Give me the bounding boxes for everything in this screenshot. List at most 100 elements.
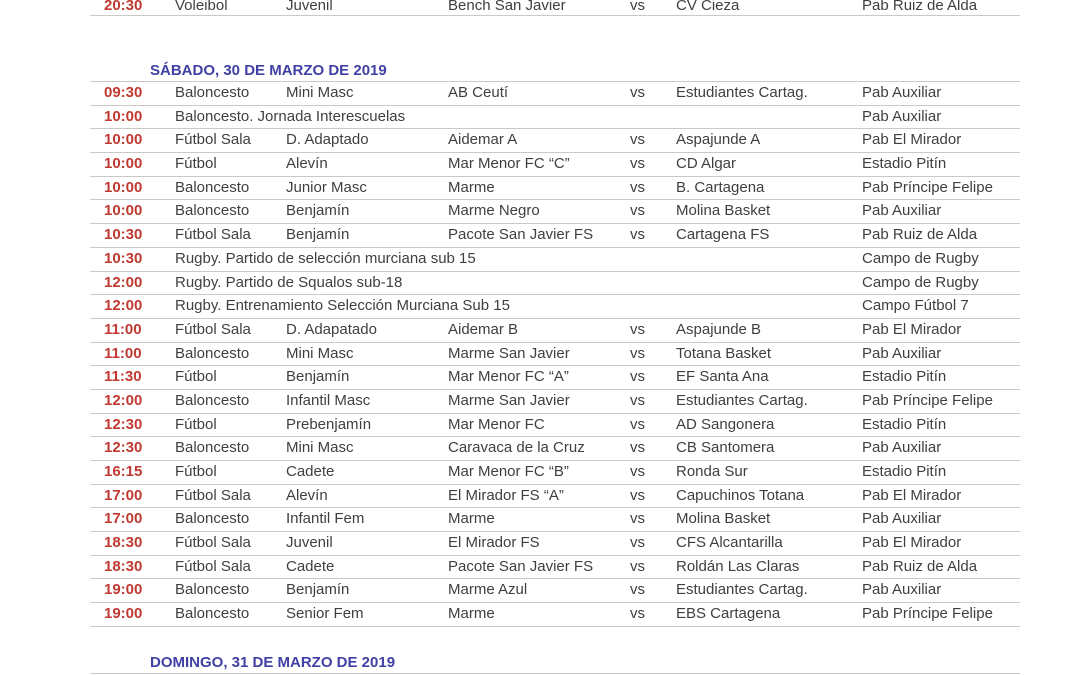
saturday-rows: 09:30 Baloncesto Mini Masc AB Ceutí vs Estudi… — [90, 81, 1020, 627]
category-cell: Mini Masc — [286, 84, 354, 101]
home-team-cell: Pacote San Javier FS — [448, 557, 594, 575]
sport-cell: Fútbol Sala — [175, 131, 251, 149]
vs-label: vs — [630, 415, 645, 433]
time-cell: 10:00 — [104, 155, 143, 173]
venue-cell: Estadio Pitín — [862, 463, 947, 480]
sport-cell: Voleibol — [175, 0, 228, 14]
section-title-sunday: DOMINGO, 31 DE MARZO DE 2019 — [150, 653, 396, 671]
time-cell: 11:00 — [104, 344, 142, 362]
away-team-cell: Totana Basket — [676, 344, 772, 362]
home-team-cell: Mar Menor FC “C” — [448, 155, 570, 173]
sport-cell: Fútbol — [175, 368, 217, 386]
table-row: 17:00 Baloncesto Infantil Fem Marme vs Molina… — [90, 508, 1020, 533]
vs-label: vs — [630, 510, 645, 528]
category-cell: Prebenjamín — [286, 415, 372, 433]
vs-label: vs — [630, 557, 645, 575]
vs-label: vs — [630, 0, 645, 14]
away-team-cell: Estudiantes Cartag. — [676, 84, 808, 101]
vs-label: vs — [630, 534, 645, 552]
venue-cell: Campo Fútbol 7 — [862, 297, 969, 315]
category-cell: Infantil Masc — [286, 391, 371, 409]
vs-label: vs — [630, 581, 645, 599]
sport-cell: Fútbol — [175, 463, 217, 480]
table-row: 11:00 Baloncesto Mini Masc Marme San Javier… — [90, 343, 1020, 367]
venue-cell: Pab Auxiliar — [862, 84, 942, 101]
venue-cell: Pab Príncipe Felipe — [862, 605, 993, 623]
away-team-cell: Capuchinos Totana — [676, 486, 805, 504]
home-team-cell: Mar Menor FC “A” — [448, 368, 569, 386]
table-row: 10:00 Fútbol Sala D. Adaptado Aidemar A vs As… — [90, 129, 1020, 154]
away-team-cell: CB Santomera — [676, 439, 775, 457]
venue-cell: Pab El Mirador — [862, 131, 962, 149]
table-row: 12:00 Rugby. Partido de Squalos sub-18 Cam… — [90, 272, 1020, 296]
venue-cell: Pab El Mirador — [862, 320, 962, 338]
sport-cell: Fútbol Sala — [175, 320, 251, 338]
home-team-cell: Mar Menor FC — [448, 415, 545, 433]
away-team-cell: Aspajunde A — [676, 131, 761, 149]
section-title-saturday: SÁBADO, 30 DE MARZO DE 2019 — [150, 62, 387, 79]
vs-label: vs — [630, 486, 645, 504]
time-cell: 10:00 — [104, 131, 143, 149]
home-team-cell: El Mirador FS “A” — [448, 486, 564, 504]
venue-cell: Pab Auxiliar — [862, 581, 942, 599]
sport-cell: Baloncesto — [175, 439, 250, 457]
vs-label: vs — [630, 131, 645, 149]
section-sunday: DOMINGO, 31 DE MARZO DE 2019 — [90, 653, 1020, 674]
time-cell: 12:00 — [104, 297, 143, 315]
venue-cell: Pab Ruiz de Alda — [862, 557, 978, 575]
time-cell: 20:30 — [104, 0, 143, 14]
away-team-cell: Molina Basket — [676, 510, 771, 528]
table-row: 18:30 Fútbol Sala Cadete Pacote San Javier … — [90, 556, 1020, 580]
home-team-cell: Marme Azul — [448, 581, 528, 599]
event-description-cell: Rugby. Partido de selección murciana sub… — [175, 249, 476, 267]
category-cell: Benjamín — [286, 581, 350, 599]
sport-cell: Baloncesto — [175, 84, 250, 101]
home-team-cell: Bench San Javier — [448, 0, 566, 14]
time-cell: 19:00 — [104, 581, 143, 599]
category-cell: Junior Masc — [286, 178, 367, 196]
category-cell: Mini Masc — [286, 439, 354, 457]
venue-cell: Estadio Pitín — [862, 155, 947, 173]
vs-label: vs — [630, 202, 645, 220]
away-team-cell: EF Santa Ana — [676, 368, 769, 386]
table-row: 12:30 Fútbol Prebenjamín Mar Menor FC vs AD S… — [90, 414, 1020, 438]
sport-cell: Baloncesto — [175, 605, 250, 623]
venue-cell: Pab Auxiliar — [862, 107, 942, 125]
category-cell: D. Adaptado — [286, 131, 369, 149]
venue-cell: Estadio Pitín — [862, 368, 947, 386]
category-cell: Juvenil — [286, 0, 333, 14]
time-cell: 18:30 — [104, 557, 143, 575]
partial-top-row: 20:30 Voleibol Juvenil Bench San Javier … — [90, 0, 1020, 16]
away-team-cell: Estudiantes Cartag. — [676, 581, 808, 599]
away-team-cell: B. Cartagena — [676, 178, 765, 196]
home-team-cell: Caravaca de la Cruz — [448, 439, 585, 457]
away-team-cell: EBS Cartagena — [676, 605, 781, 623]
table-row: 12:00 Rugby. Entrenamiento Selección Murc… — [90, 295, 1020, 319]
time-cell: 10:00 — [104, 202, 143, 220]
home-team-cell: Pacote San Javier FS — [448, 226, 594, 244]
fixtures-table: 20:30 Voleibol Juvenil Bench San Javier … — [90, 0, 1020, 674]
category-cell: Alevín — [286, 486, 328, 504]
table-row: 10:30 Rugby. Partido de selección murcian… — [90, 248, 1020, 272]
time-cell: 10:30 — [104, 249, 143, 267]
home-team-cell: Marme — [448, 510, 495, 528]
category-cell: Infantil Fem — [286, 510, 365, 528]
home-team-cell: Mar Menor FC “B” — [448, 463, 569, 480]
time-cell: 18:30 — [104, 534, 143, 552]
vs-label: vs — [630, 320, 645, 338]
venue-cell: Pab Auxiliar — [862, 344, 942, 362]
time-cell: 19:00 — [104, 605, 143, 623]
time-cell: 12:00 — [104, 391, 143, 409]
home-team-cell: El Mirador FS — [448, 534, 540, 552]
sport-cell: Baloncesto — [175, 344, 250, 362]
time-cell: 09:30 — [104, 84, 143, 101]
vs-label: vs — [630, 605, 645, 623]
sport-cell: Baloncesto — [175, 202, 250, 220]
table-row: 19:00 Baloncesto Benjamín Marme Azul vs Estud… — [90, 579, 1020, 604]
table-row: 12:00 Baloncesto Infantil Masc Marme San Ja… — [90, 390, 1020, 414]
venue-cell: Estadio Pitín — [862, 415, 947, 433]
venue-cell: Pab El Mirador — [862, 534, 962, 552]
table-row: 12:30 Baloncesto Mini Masc Caravaca de la C… — [90, 437, 1020, 461]
table-row: 10:00 Baloncesto Junior Masc Marme vs B. Cart… — [90, 177, 1020, 201]
